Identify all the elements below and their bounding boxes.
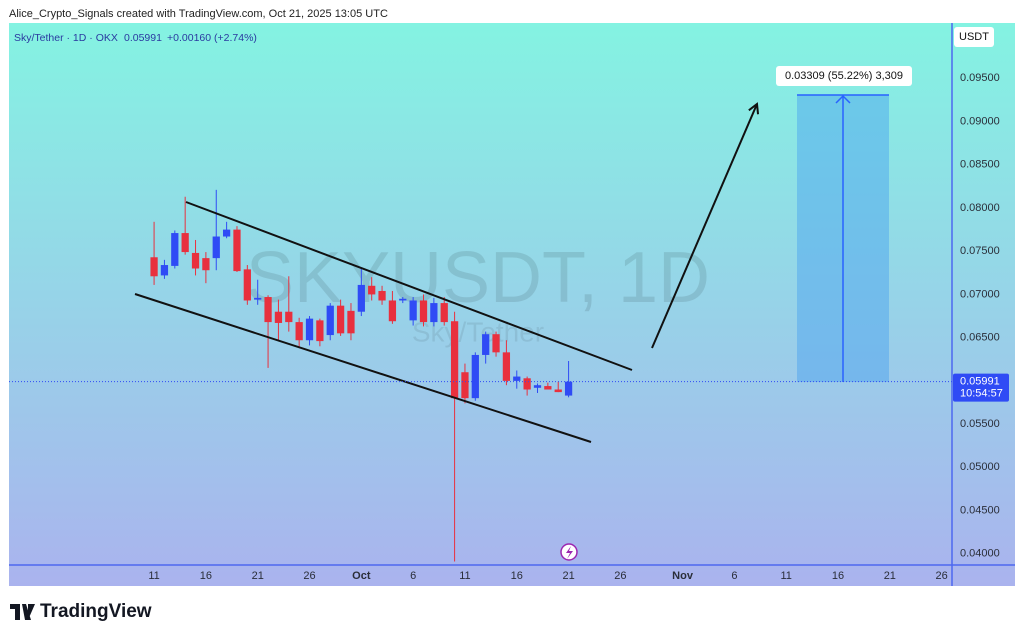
x-tick-label: 11: [459, 570, 470, 582]
y-tick-label: 0.05000: [960, 461, 1000, 473]
last-price-label: 0.05991: [960, 376, 1000, 388]
last-price-box: [953, 373, 1009, 402]
watermark: SKYUSDT, 1D: [246, 238, 710, 318]
candle-body: [430, 303, 438, 323]
candle-body: [492, 334, 500, 353]
candle-body: [243, 269, 251, 301]
x-tick-label: 16: [832, 570, 844, 582]
candle-body: [513, 376, 521, 381]
brand-logo: [10, 604, 35, 620]
candle-body: [305, 318, 314, 341]
candle-body: [419, 300, 428, 323]
legend-price: 0.05991: [124, 32, 162, 44]
candle-body: [254, 297, 262, 300]
candle-body: [295, 322, 303, 341]
measure-arrowhead: [835, 94, 851, 104]
candle-body: [440, 303, 448, 323]
x-tick-label: 11: [780, 570, 791, 582]
y-tick-label: 0.09500: [960, 72, 1000, 84]
candle-body: [233, 229, 241, 272]
candle-body: [150, 257, 158, 277]
brand: TradingView: [10, 601, 152, 622]
y-tick-label: 0.07500: [960, 245, 1000, 257]
candle-body: [502, 352, 511, 381]
x-tick-label: 6: [410, 570, 416, 582]
brand-name: TradingView: [40, 601, 152, 622]
x-tick-label: 16: [511, 570, 523, 582]
candle-body: [357, 284, 365, 312]
currency: USDT: [959, 31, 989, 43]
x-tick-label: 26: [303, 570, 315, 582]
candle-body: [222, 229, 231, 237]
candle-body: [202, 258, 210, 271]
legend-symbol: Sky/Tether · 1D · OKX: [14, 32, 118, 44]
y-tick-label: 0.04500: [960, 504, 1000, 516]
candle-body: [368, 285, 376, 295]
measure-label: 0.03309 (55.22%) 3,309: [785, 70, 903, 82]
plot: [150, 189, 573, 562]
event-icon-glyph: [566, 546, 573, 559]
y-tick-label: 0.07000: [960, 288, 1000, 300]
x-tick-label: 11: [148, 570, 159, 582]
x-tick-label: Oct: [352, 570, 371, 582]
candle-body: [564, 381, 573, 396]
y-tick-label: 0.06500: [960, 332, 1000, 344]
candle-body: [160, 265, 169, 276]
x-tick-label: 21: [562, 570, 574, 582]
candle-body: [523, 378, 531, 390]
legend: Sky/Tether · 1D · OKX 0.05991 +0.00160 (…: [14, 32, 257, 44]
candle-body: [544, 386, 552, 390]
y-tick-label: 0.09000: [960, 115, 1000, 127]
channel-upper: [185, 201, 633, 371]
x-tick-label: 16: [200, 570, 212, 582]
x-tick-label: Nov: [672, 570, 694, 582]
legend-change: +0.00160 (+2.74%): [167, 32, 257, 44]
candle-body: [191, 252, 200, 269]
y-tick-label: 0.08000: [960, 202, 1000, 214]
y-tick-label: 0.05500: [960, 418, 1000, 430]
y-tick-label: 0.04000: [960, 548, 1000, 560]
candle-body: [336, 305, 345, 334]
candle-body: [274, 311, 283, 323]
header-text: Alice_Crypto_Signals created with Tradin…: [9, 8, 388, 20]
candle-body: [450, 321, 459, 399]
candle-body: [285, 311, 293, 323]
x-tick-label: 21: [252, 570, 264, 582]
candle-body: [181, 233, 189, 253]
candle-body: [533, 385, 542, 388]
channel-lower: [134, 293, 592, 443]
candle-body: [378, 290, 386, 301]
candle-body: [347, 310, 355, 334]
x-tick-label: 26: [614, 570, 626, 582]
candle-body: [212, 236, 220, 259]
x-tick-label: 26: [936, 570, 948, 582]
x-tick-label: 21: [884, 570, 896, 582]
candle-body: [264, 297, 272, 323]
candle-body: [554, 389, 562, 393]
chart-background: [9, 23, 1015, 586]
currency-box: [954, 27, 994, 47]
candle-body: [399, 298, 407, 301]
candle-body: [482, 334, 490, 355]
candle-body: [471, 354, 479, 399]
candle-body: [409, 300, 417, 321]
x-tick-label: 6: [731, 570, 737, 582]
candle-body: [171, 233, 179, 266]
countdown: 10:54:57: [960, 388, 1003, 400]
candle-body: [461, 372, 469, 399]
y-tick-label: 0.08500: [960, 159, 1000, 171]
candle-body: [326, 305, 334, 336]
candle-body: [388, 300, 397, 322]
candle-body: [316, 320, 324, 342]
forecast-arrow: [651, 104, 757, 349]
measure-label-box: [776, 66, 912, 86]
